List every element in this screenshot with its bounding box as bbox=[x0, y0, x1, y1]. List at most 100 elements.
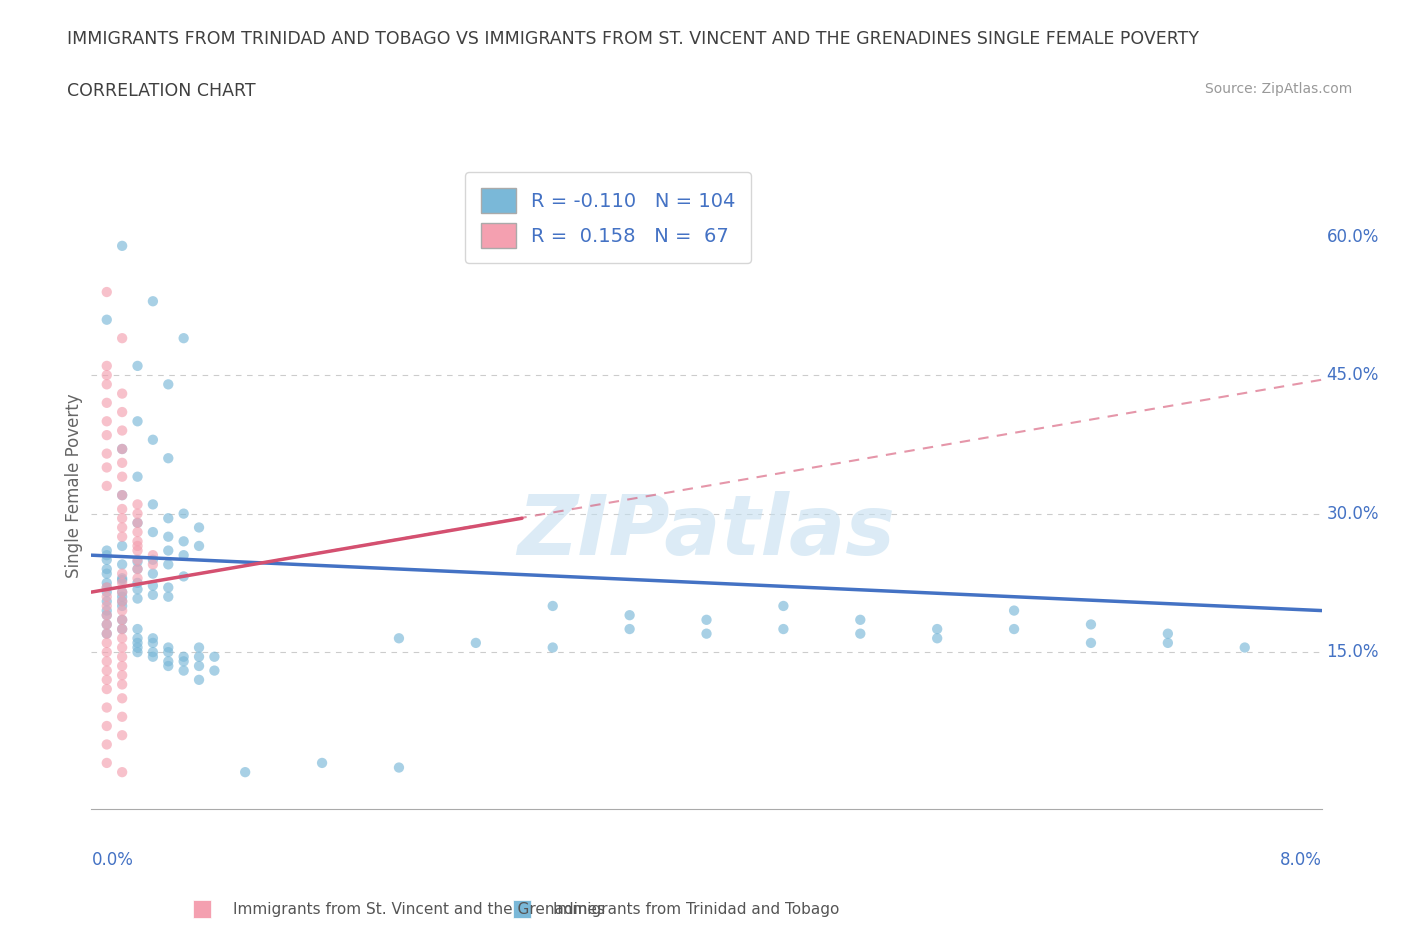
Point bbox=[127, 571, 149, 586]
Point bbox=[111, 640, 134, 655]
Point bbox=[96, 285, 118, 299]
Point bbox=[541, 599, 564, 614]
Point bbox=[127, 644, 149, 659]
Point bbox=[464, 635, 486, 650]
Point bbox=[388, 760, 411, 775]
Point bbox=[188, 649, 211, 664]
Point bbox=[173, 649, 195, 664]
Point bbox=[142, 432, 165, 447]
Point bbox=[927, 621, 949, 636]
Point bbox=[127, 562, 149, 577]
Point bbox=[111, 594, 134, 609]
Point bbox=[849, 612, 872, 627]
Text: IMMIGRANTS FROM TRINIDAD AND TOBAGO VS IMMIGRANTS FROM ST. VINCENT AND THE GRENA: IMMIGRANTS FROM TRINIDAD AND TOBAGO VS I… bbox=[67, 30, 1199, 47]
Text: ZIPatlas: ZIPatlas bbox=[517, 491, 896, 572]
Point bbox=[96, 700, 118, 715]
Text: Source: ZipAtlas.com: Source: ZipAtlas.com bbox=[1205, 82, 1353, 96]
Point bbox=[111, 668, 134, 683]
Point bbox=[96, 479, 118, 494]
Point bbox=[188, 672, 211, 687]
Point bbox=[1157, 635, 1180, 650]
Text: 0.0%: 0.0% bbox=[91, 851, 134, 870]
Point bbox=[111, 621, 134, 636]
Point bbox=[96, 737, 118, 751]
Point bbox=[202, 663, 225, 678]
Point bbox=[127, 515, 149, 530]
Point bbox=[127, 506, 149, 521]
Point bbox=[111, 487, 134, 502]
Point bbox=[157, 654, 180, 669]
Point bbox=[173, 663, 195, 678]
Point bbox=[619, 621, 641, 636]
Point bbox=[188, 658, 211, 673]
Point bbox=[96, 635, 118, 650]
Point bbox=[111, 710, 134, 724]
Point bbox=[157, 644, 180, 659]
Point bbox=[111, 631, 134, 645]
Point bbox=[96, 617, 118, 631]
Point bbox=[111, 538, 134, 553]
Point bbox=[127, 543, 149, 558]
Point bbox=[127, 414, 149, 429]
Point bbox=[188, 640, 211, 655]
Point bbox=[96, 580, 118, 595]
Point bbox=[96, 654, 118, 669]
Point bbox=[111, 604, 134, 618]
Point bbox=[127, 576, 149, 591]
Text: 15.0%: 15.0% bbox=[1327, 644, 1379, 661]
Point bbox=[111, 590, 134, 604]
Point bbox=[96, 548, 118, 563]
Point bbox=[619, 608, 641, 623]
Point bbox=[157, 377, 180, 392]
Point bbox=[111, 501, 134, 516]
Point bbox=[927, 631, 949, 645]
Point bbox=[111, 658, 134, 673]
Text: 60.0%: 60.0% bbox=[1327, 228, 1379, 246]
Point bbox=[127, 538, 149, 553]
Point bbox=[127, 525, 149, 539]
Point bbox=[157, 529, 180, 544]
Point bbox=[96, 552, 118, 567]
Point bbox=[1002, 604, 1025, 618]
Point bbox=[111, 764, 134, 779]
Point bbox=[127, 554, 149, 569]
Point bbox=[111, 576, 134, 591]
Point bbox=[111, 238, 134, 253]
Point bbox=[96, 566, 118, 581]
Point bbox=[111, 442, 134, 457]
Point bbox=[127, 635, 149, 650]
Point bbox=[173, 569, 195, 584]
Point bbox=[96, 580, 118, 595]
Point bbox=[96, 585, 118, 600]
Point bbox=[96, 446, 118, 461]
Text: 45.0%: 45.0% bbox=[1327, 366, 1379, 384]
Text: 8.0%: 8.0% bbox=[1279, 851, 1322, 870]
Point bbox=[1157, 626, 1180, 641]
Point bbox=[111, 566, 134, 581]
Point bbox=[111, 728, 134, 743]
Y-axis label: Single Female Poverty: Single Female Poverty bbox=[65, 393, 83, 578]
Point bbox=[173, 331, 195, 346]
Point bbox=[111, 557, 134, 572]
Point bbox=[111, 470, 134, 485]
Point bbox=[142, 588, 165, 603]
Point bbox=[311, 755, 333, 770]
Point bbox=[96, 377, 118, 392]
Point bbox=[96, 608, 118, 623]
Point bbox=[96, 428, 118, 443]
Point bbox=[127, 582, 149, 597]
Point bbox=[96, 543, 118, 558]
Point bbox=[111, 612, 134, 627]
Point bbox=[142, 525, 165, 539]
Point bbox=[157, 658, 180, 673]
Point bbox=[111, 691, 134, 706]
Point bbox=[96, 626, 118, 641]
Point bbox=[96, 594, 118, 609]
Point bbox=[96, 590, 118, 604]
Point bbox=[111, 442, 134, 457]
Point bbox=[111, 423, 134, 438]
Point bbox=[541, 640, 564, 655]
Point bbox=[1080, 617, 1102, 631]
Point bbox=[173, 534, 195, 549]
Point bbox=[96, 644, 118, 659]
